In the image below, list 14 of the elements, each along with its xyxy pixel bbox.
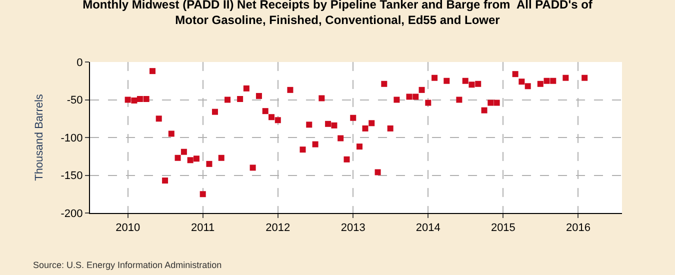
x-tick-label: 2011 [191, 222, 215, 234]
x-tick-label: 2014 [416, 222, 440, 234]
y-tick-label: 0 [76, 56, 83, 69]
x-tick-label: 2012 [266, 222, 290, 234]
y-axis-title: Thousand Barrels [33, 94, 46, 181]
x-tick-label: 2013 [340, 222, 366, 234]
source-note: Source: U.S. Energy Information Administration [33, 260, 222, 270]
x-tick-label: 2010 [116, 222, 140, 234]
x-tick-label: 2015 [490, 222, 516, 234]
x-tick-label: 2016 [566, 222, 590, 234]
y-tick-label: -150 [60, 170, 83, 182]
y-tick-label: -200 [60, 208, 83, 220]
y-tick-label: -100 [60, 132, 83, 144]
y-tick-label: -50 [66, 94, 83, 107]
